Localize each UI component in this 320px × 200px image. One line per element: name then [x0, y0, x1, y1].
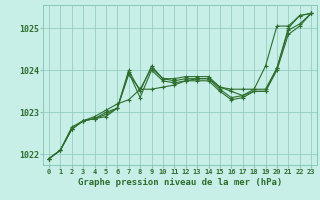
X-axis label: Graphe pression niveau de la mer (hPa): Graphe pression niveau de la mer (hPa): [78, 178, 282, 187]
